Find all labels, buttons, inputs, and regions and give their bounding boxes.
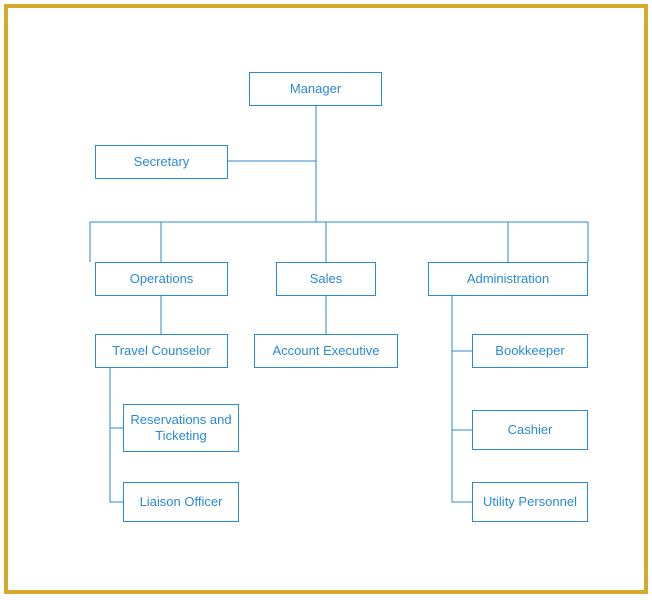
node-liaison: Liaison Officer bbox=[123, 482, 239, 522]
node-utility: Utility Personnel bbox=[472, 482, 588, 522]
node-label: Travel Counselor bbox=[112, 343, 211, 359]
node-label: Sales bbox=[310, 271, 343, 287]
node-label: Secretary bbox=[134, 154, 190, 170]
node-label: Liaison Officer bbox=[140, 494, 223, 510]
node-sales: Sales bbox=[276, 262, 376, 296]
node-cashier: Cashier bbox=[472, 410, 588, 450]
node-reservations: Reservations and Ticketing bbox=[123, 404, 239, 452]
node-label: Account Executive bbox=[273, 343, 380, 359]
node-label: Reservations and Ticketing bbox=[130, 412, 232, 445]
node-label: Manager bbox=[290, 81, 341, 97]
node-manager: Manager bbox=[249, 72, 382, 106]
node-label: Bookkeeper bbox=[495, 343, 564, 359]
node-bookkeeper: Bookkeeper bbox=[472, 334, 588, 368]
node-account-executive: Account Executive bbox=[254, 334, 398, 368]
node-label: Utility Personnel bbox=[483, 494, 577, 510]
node-operations: Operations bbox=[95, 262, 228, 296]
node-administration: Administration bbox=[428, 262, 588, 296]
node-travel-counselor: Travel Counselor bbox=[95, 334, 228, 368]
node-label: Cashier bbox=[508, 422, 553, 438]
node-label: Administration bbox=[467, 271, 549, 287]
node-secretary: Secretary bbox=[95, 145, 228, 179]
org-chart-canvas: Manager Secretary Operations Sales Admin… bbox=[10, 10, 642, 588]
node-label: Operations bbox=[130, 271, 194, 287]
